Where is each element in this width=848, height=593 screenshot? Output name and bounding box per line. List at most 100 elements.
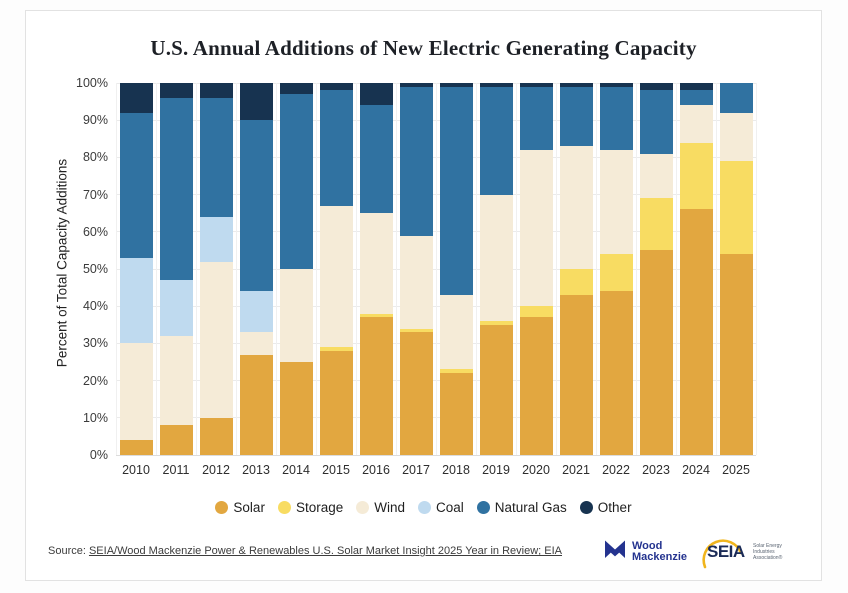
- bar-2010: [119, 83, 153, 455]
- x-axis-ticks: 2010 2011 2012 2013 2014 2015 2016 2017 2018 2019…: [116, 463, 756, 479]
- bar-segment-2011-wind: [159, 335, 193, 426]
- bar-2018: [439, 83, 473, 455]
- bar-segment-2019-natural-gas: [479, 86, 513, 195]
- x-tick-2025: 2025: [722, 463, 750, 477]
- bar-segment-2012-natural-gas: [199, 97, 233, 217]
- bar-segment-2021-wind: [559, 146, 593, 269]
- legend-item-other: Other: [579, 500, 632, 515]
- v-gridline: [275, 83, 277, 455]
- bar-segment-2019-wind: [479, 194, 513, 322]
- v-gridline: [715, 83, 717, 455]
- legend-label: Solar: [233, 500, 265, 515]
- y-tick-30: 30%: [82, 336, 108, 351]
- v-gridline: [595, 83, 597, 455]
- legend-item-wind: Wind: [356, 500, 405, 515]
- v-gridline: [555, 83, 557, 455]
- bar-segment-2023-solar: [639, 250, 673, 455]
- bar-2021: [559, 83, 593, 455]
- seia-logo: SEIA Solar Energy Industries Association…: [691, 529, 801, 573]
- v-gridline: [515, 83, 517, 455]
- y-tick-90: 90%: [82, 113, 108, 128]
- v-gridline: [395, 83, 397, 455]
- bar-2017: [399, 83, 433, 455]
- bar-segment-2022-other: [599, 83, 633, 87]
- bar-segment-2018-other: [439, 83, 473, 87]
- bar-segment-2022-wind: [599, 149, 633, 255]
- bar-segment-2013-coal: [239, 291, 273, 333]
- y-tick-70: 70%: [82, 187, 108, 202]
- bar-segment-2024-wind: [679, 105, 713, 143]
- x-tick-2022: 2022: [602, 463, 630, 477]
- seia-logo-text: SEIA: [707, 542, 745, 561]
- v-gridline: [675, 83, 677, 455]
- bar-segment-2020-natural-gas: [519, 86, 553, 150]
- seia-sub3: Association®: [753, 555, 783, 561]
- legend-item-solar: Solar: [215, 500, 265, 515]
- bar-segment-2018-solar: [439, 373, 473, 455]
- bar-2024: [679, 83, 713, 455]
- source-note: Source: SEIA/Wood Mackenzie Power & Rene…: [48, 545, 562, 557]
- v-gridline: [115, 83, 117, 455]
- bar-segment-2020-solar: [519, 317, 553, 455]
- y-axis-ticks: 0% 10% 20% 30% 40% 50% 60% 70% 80% 90% 100%: [54, 76, 108, 462]
- seia-sub2: Industries: [753, 549, 775, 555]
- bar-segment-2017-natural-gas: [399, 86, 433, 236]
- seia-arc-icon: [691, 529, 751, 578]
- legend-swatch-coal: [418, 501, 431, 514]
- bar-segment-2019-solar: [479, 324, 513, 455]
- x-tick-2012: 2012: [202, 463, 230, 477]
- bar-segment-2017-wind: [399, 235, 433, 329]
- bar-segment-2016-storage: [359, 313, 393, 318]
- x-tick-2015: 2015: [322, 463, 350, 477]
- v-gridline: [235, 83, 237, 455]
- legend: Solar Storage Wind Coal Natural Gas Other: [26, 500, 821, 515]
- bar-segment-2020-wind: [519, 149, 553, 307]
- v-gridline: [435, 83, 437, 455]
- source-link[interactable]: SEIA/Wood Mackenzie Power & Renewables U…: [88, 545, 563, 557]
- bar-segment-2016-wind: [359, 213, 393, 314]
- footer-logos: Wood Mackenzie SEIA Solar Energy Industr…: [603, 527, 813, 575]
- y-tick-80: 80%: [82, 150, 108, 165]
- bar-segment-2016-solar: [359, 317, 393, 455]
- bar-segment-2023-wind: [639, 153, 673, 199]
- page-title: U.S. Annual Additions of New Electric Ge…: [150, 36, 697, 60]
- chart-card: U.S. Annual Additions of New Electric Ge…: [25, 10, 822, 581]
- legend-label: Natural Gas: [494, 500, 567, 515]
- legend-label: Wind: [374, 500, 405, 515]
- bar-segment-2012-solar: [199, 417, 233, 455]
- x-tick-2021: 2021: [562, 463, 590, 477]
- bar-segment-2012-wind: [199, 261, 233, 418]
- bar-segment-2025-storage: [719, 161, 753, 255]
- v-gridline: [195, 83, 197, 455]
- bar-segment-2024-other: [679, 83, 713, 91]
- bar-segment-2013-natural-gas: [239, 120, 273, 292]
- wood-mackenzie-logo-icon: [603, 537, 627, 566]
- x-tick-2016: 2016: [362, 463, 390, 477]
- bar-segment-2013-other: [239, 83, 273, 121]
- x-tick-2020: 2020: [522, 463, 550, 477]
- legend-swatch-storage: [277, 501, 291, 514]
- source-prefix: Source:: [48, 545, 89, 557]
- bar-segment-2015-solar: [319, 350, 353, 455]
- y-tick-100: 100%: [76, 76, 108, 90]
- legend-swatch-solar: [215, 501, 229, 514]
- legend-item-coal: Coal: [418, 500, 464, 515]
- bar-segment-2019-storage: [479, 321, 513, 325]
- bar-segment-2014-natural-gas: [279, 94, 313, 269]
- bar-segment-2015-wind: [319, 205, 353, 348]
- legend-swatch-wind: [356, 501, 370, 514]
- bar-segment-2021-storage: [559, 269, 593, 296]
- woodmac-line2: Mackenzie: [632, 550, 688, 563]
- bar-segment-2018-wind: [439, 295, 473, 370]
- bar-segment-2020-other: [519, 83, 553, 87]
- woodmac-line1: Wood: [632, 539, 663, 552]
- x-tick-2011: 2011: [162, 463, 190, 477]
- x-tick-2014: 2014: [282, 463, 310, 477]
- bar-segment-2010-natural-gas: [119, 112, 153, 258]
- gridline-0: [116, 454, 756, 456]
- legend-swatch-other: [579, 501, 593, 514]
- bar-2016: [359, 83, 393, 455]
- bar-segment-2021-natural-gas: [559, 86, 593, 147]
- bar-segment-2014-solar: [279, 362, 313, 455]
- bar-segment-2010-coal: [119, 257, 153, 344]
